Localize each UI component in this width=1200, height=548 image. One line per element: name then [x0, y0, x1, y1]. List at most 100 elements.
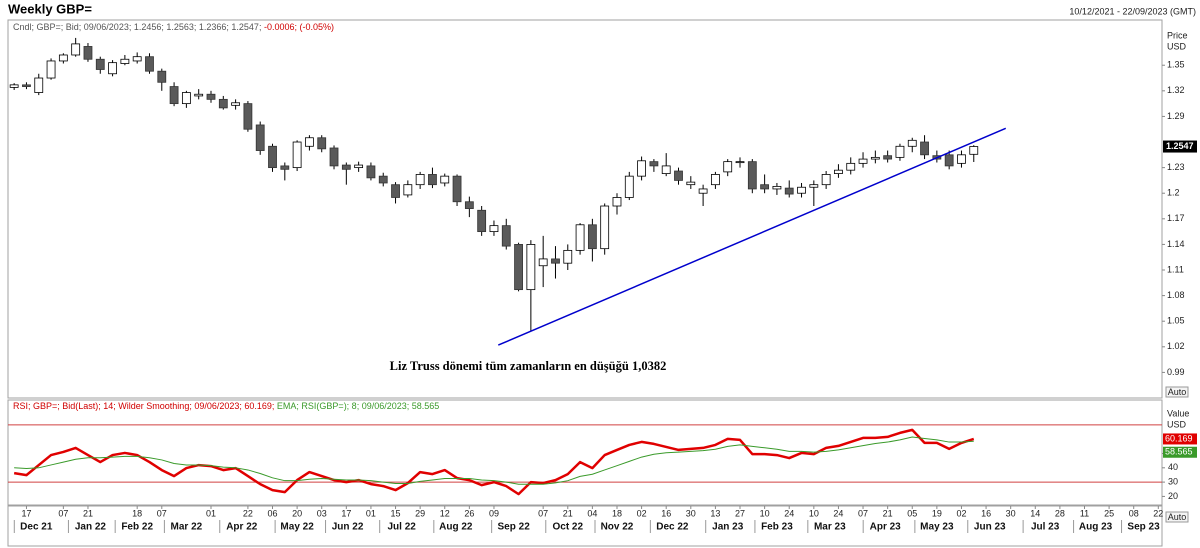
series-line	[14, 436, 974, 485]
candle-body	[403, 184, 413, 196]
candle-body	[132, 56, 142, 62]
candle-body	[243, 103, 253, 130]
chart-title: Weekly GBP=	[8, 1, 92, 16]
legend-change: -0.0006; (-0.05%)	[264, 22, 334, 32]
candle-body	[587, 224, 597, 250]
candle-body	[366, 165, 376, 179]
candle-body	[883, 155, 893, 160]
month-label: May 22	[280, 522, 314, 533]
x-tick-label: 21	[563, 508, 573, 518]
candle-body	[846, 162, 856, 171]
x-tick-label: 08	[1129, 508, 1139, 518]
auto-label[interactable]: Auto	[1168, 387, 1187, 397]
auto-label[interactable]: Auto	[1168, 512, 1187, 522]
x-tick-label: 06	[268, 508, 278, 518]
axis-title: Price	[1167, 30, 1188, 40]
x-tick-label: 05	[907, 508, 917, 518]
x-tick-label: 07	[858, 508, 868, 518]
x-tick-label: 02	[637, 508, 647, 518]
candle-body	[206, 93, 216, 100]
month-label: Jan 23	[712, 522, 744, 533]
last-price-box	[1163, 140, 1197, 153]
trend-line	[497, 127, 1007, 346]
y-tick-label: 1.14	[1167, 239, 1185, 249]
month-label: Dec 22	[656, 522, 689, 533]
candle-body	[944, 154, 954, 167]
price-panel	[7, 19, 1163, 399]
month-label: Jul 23	[1031, 522, 1060, 533]
month-label: Sep 22	[498, 522, 531, 533]
rsi-legend: RSI; GBP=; Bid(Last); 14; Wilder Smoothi…	[13, 401, 439, 411]
x-tick-label: 13	[710, 508, 720, 518]
candle-body	[624, 175, 634, 198]
y-tick-label: 0.99	[1167, 367, 1185, 377]
y-tick-label: 1.17	[1167, 213, 1185, 223]
x-tick-label: 19	[932, 508, 942, 518]
y-tick-label: 40	[1168, 462, 1178, 472]
x-tick-label: 10	[809, 508, 819, 518]
x-tick-label: 26	[464, 508, 474, 518]
x-tick-label: 29	[415, 508, 425, 518]
candle-body	[649, 161, 659, 167]
month-label: Oct 22	[552, 522, 583, 533]
axis-title: Value	[1167, 408, 1189, 418]
x-tick-label: 07	[538, 508, 548, 518]
candle-body	[747, 161, 757, 190]
month-label: Mar 22	[171, 522, 203, 533]
candle-body	[907, 139, 917, 147]
x-tick-label: 15	[391, 508, 401, 518]
x-tick-label: 28	[1055, 508, 1065, 518]
auto-button[interactable]	[1165, 386, 1189, 398]
candle-body	[464, 201, 474, 209]
candle-body	[231, 102, 241, 106]
x-tick-label: 21	[883, 508, 893, 518]
x-tick-label: 30	[686, 508, 696, 518]
y-tick-label: 20	[1168, 491, 1178, 501]
x-tick-label: 24	[784, 508, 794, 518]
month-label: Feb 23	[761, 522, 793, 533]
candle-body	[526, 244, 536, 291]
x-tick-label: 01	[206, 508, 216, 518]
candle-body	[784, 187, 794, 195]
candle-body	[452, 175, 462, 203]
rsi-panel	[7, 399, 1163, 506]
candle-body	[821, 174, 831, 186]
candle-body	[378, 175, 388, 184]
candle-body	[22, 84, 31, 87]
candle-body	[58, 54, 68, 62]
candle-body	[354, 164, 364, 169]
candle-body	[686, 181, 696, 186]
x-tick-label: 20	[292, 508, 302, 518]
candle-body	[145, 56, 154, 72]
x-tick-label: 10	[760, 508, 770, 518]
candle-body	[563, 249, 573, 264]
candle-body	[194, 93, 204, 97]
candle-body	[661, 165, 671, 174]
auto-button[interactable]	[1165, 511, 1189, 523]
month-label: Apr 23	[870, 522, 902, 533]
x-tick-label: 07	[58, 508, 68, 518]
candle-body	[305, 137, 314, 147]
annotation: Liz Truss dönemi tüm zamanların en düşüğ…	[390, 359, 667, 373]
candle-body	[920, 141, 929, 156]
candle-body	[895, 145, 905, 158]
y-tick-label: 1.23	[1167, 162, 1185, 172]
y-tick-label: 1.32	[1167, 85, 1185, 95]
candle-body	[34, 77, 44, 93]
y-tick-label: 30	[1168, 476, 1178, 486]
last-value-box	[1163, 446, 1197, 458]
candle-body	[83, 46, 93, 60]
y-tick-label: 1.11	[1167, 264, 1184, 274]
candle-body	[9, 84, 19, 88]
candle-body	[415, 174, 425, 186]
legend-text: Cndl; GBP=; Bid; 09/06/2023; 1.2456; 1.2…	[13, 22, 261, 32]
month-label: Jan 22	[75, 522, 107, 533]
candle-body	[280, 165, 290, 170]
x-tick-label: 22	[243, 508, 253, 518]
candle-body	[674, 170, 683, 181]
candle-body	[46, 60, 56, 79]
candle-body	[551, 258, 560, 264]
candle-body	[612, 197, 622, 207]
candle-body	[157, 70, 167, 83]
candle-body	[95, 58, 105, 70]
